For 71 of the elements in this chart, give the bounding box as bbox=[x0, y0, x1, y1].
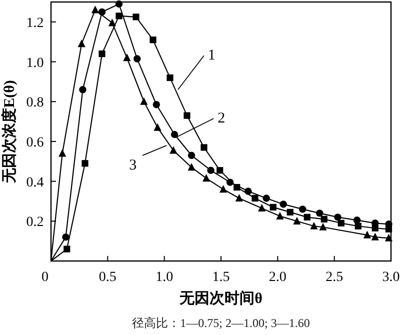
point bbox=[353, 216, 361, 224]
point bbox=[244, 188, 252, 195]
y-tick-label: 0.8 bbox=[26, 96, 44, 111]
point bbox=[62, 233, 70, 241]
point bbox=[79, 86, 86, 94]
point bbox=[140, 97, 148, 105]
point bbox=[252, 194, 258, 202]
point bbox=[293, 216, 301, 224]
point bbox=[216, 167, 224, 174]
point bbox=[304, 214, 310, 220]
point bbox=[371, 232, 379, 240]
point bbox=[184, 112, 190, 119]
point bbox=[270, 204, 276, 211]
point bbox=[226, 178, 234, 186]
point bbox=[64, 246, 70, 252]
x-tick-label: 1.5 bbox=[212, 270, 230, 285]
y-tick-label: 1.2 bbox=[26, 16, 44, 31]
point bbox=[123, 53, 131, 62]
point bbox=[219, 184, 228, 193]
y-tick-label: 0.4 bbox=[26, 175, 44, 190]
point bbox=[108, 18, 116, 26]
point bbox=[363, 230, 371, 238]
annotation: 2 bbox=[218, 110, 226, 126]
point bbox=[188, 152, 196, 160]
x-tick-label: 0.5 bbox=[98, 270, 116, 285]
point bbox=[286, 208, 294, 216]
point bbox=[150, 36, 156, 44]
x-tick-label: 2.5 bbox=[326, 270, 344, 285]
point bbox=[91, 6, 99, 14]
point bbox=[280, 200, 287, 208]
point bbox=[78, 40, 86, 48]
point bbox=[258, 204, 266, 212]
point bbox=[170, 130, 178, 138]
x-tick-label: 1.0 bbox=[156, 270, 174, 285]
point bbox=[152, 101, 160, 108]
y-tick-label: 1.0 bbox=[26, 56, 44, 71]
point bbox=[82, 160, 88, 167]
point bbox=[166, 74, 174, 82]
point bbox=[334, 214, 342, 221]
point bbox=[276, 212, 284, 220]
x-tick-label: 3.0 bbox=[382, 270, 400, 285]
point bbox=[200, 144, 208, 151]
x-axis-title: 无因次时间θ bbox=[178, 290, 263, 307]
point bbox=[202, 174, 210, 182]
y-tick-label: 0.6 bbox=[26, 135, 44, 150]
point bbox=[116, 12, 122, 20]
annotation: 1 bbox=[208, 48, 216, 64]
text: 径高比：1—0.75; 2—1.00; 3—1.60 bbox=[132, 316, 310, 330]
point bbox=[338, 220, 344, 226]
annotation: 3 bbox=[129, 157, 137, 174]
point bbox=[319, 222, 327, 230]
point bbox=[316, 210, 324, 217]
point bbox=[207, 166, 214, 174]
point bbox=[132, 14, 140, 20]
y-axis-title: 无因次浓度E(θ) bbox=[0, 80, 18, 184]
point bbox=[354, 222, 362, 230]
point bbox=[384, 234, 393, 242]
point bbox=[188, 163, 196, 171]
point bbox=[58, 149, 66, 157]
point bbox=[154, 123, 162, 131]
point bbox=[320, 216, 328, 222]
point bbox=[262, 194, 270, 202]
point bbox=[98, 50, 106, 58]
x-tick-label: 2.0 bbox=[268, 270, 286, 285]
y-tick-label: 0.2 bbox=[26, 215, 44, 230]
point bbox=[235, 194, 243, 202]
point bbox=[134, 55, 141, 62]
x-tick-label: 0 bbox=[42, 270, 48, 285]
point bbox=[310, 222, 318, 230]
point bbox=[170, 146, 178, 154]
point bbox=[299, 206, 306, 213]
